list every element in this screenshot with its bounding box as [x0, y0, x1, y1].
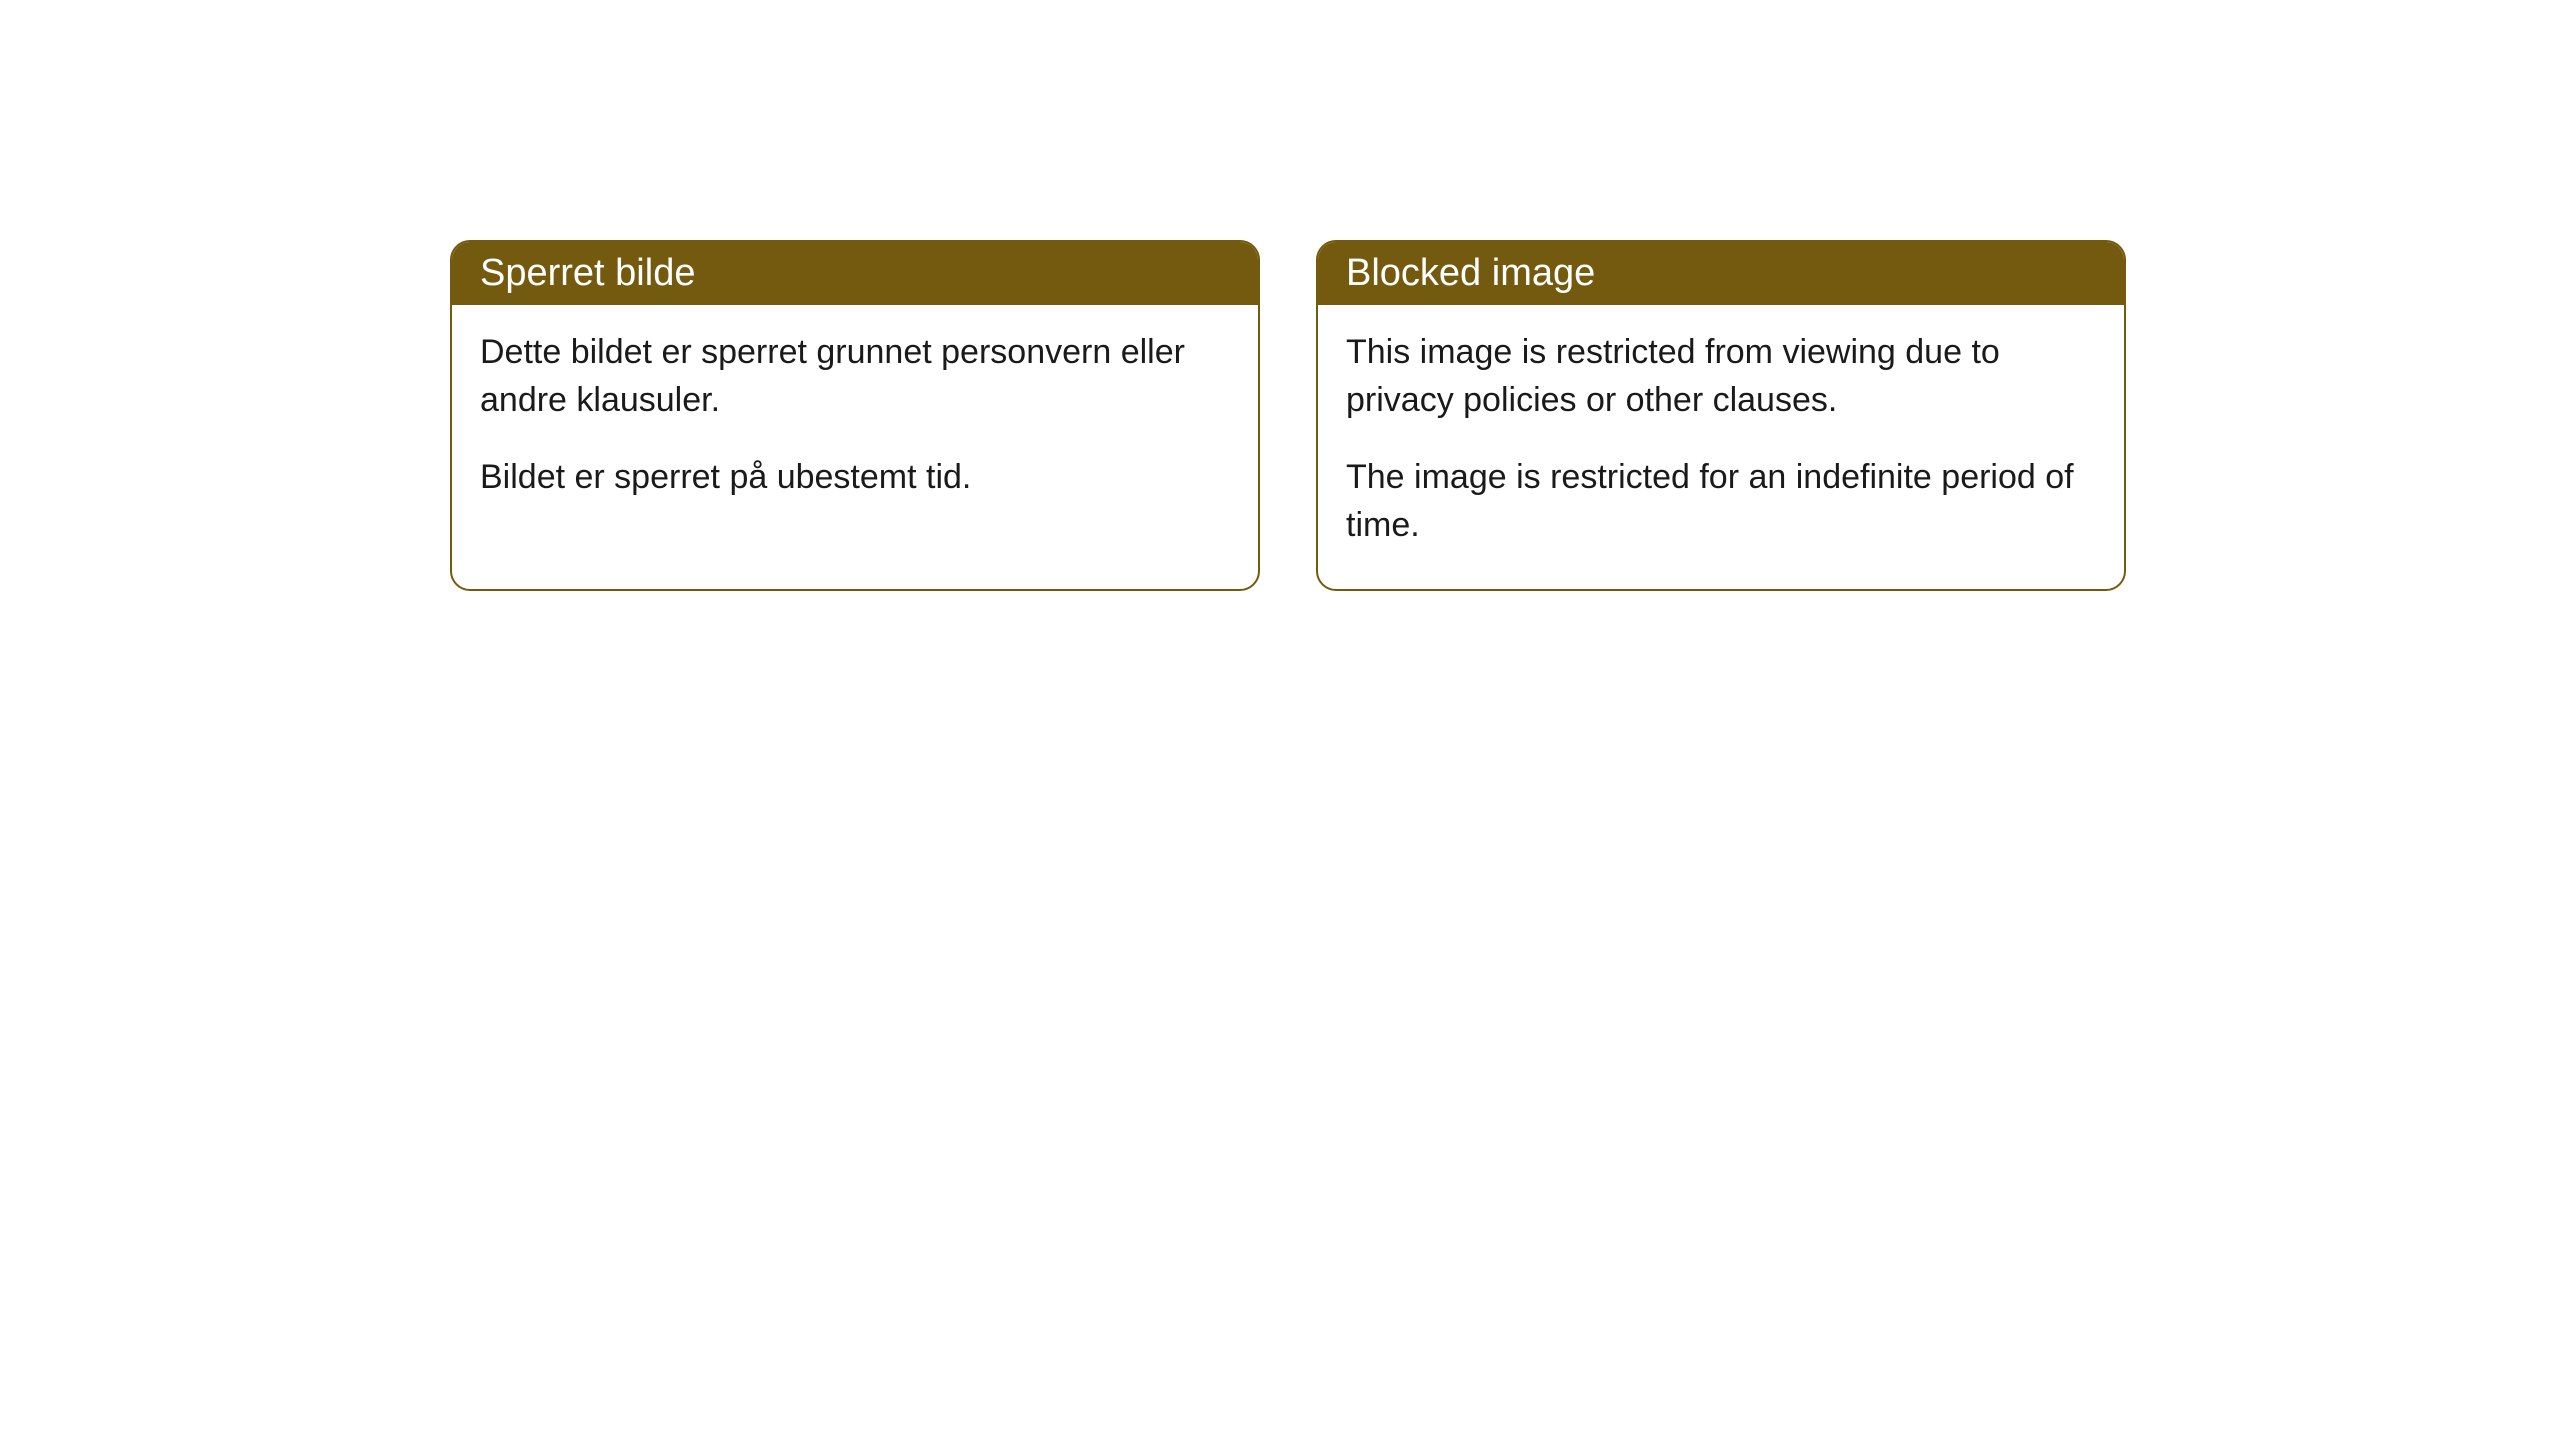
notice-paragraph-2-english: The image is restricted for an indefinit… [1346, 454, 2096, 549]
notice-paragraph-2-norwegian: Bildet er sperret på ubestemt tid. [480, 454, 1230, 502]
notice-body-english: This image is restricted from viewing du… [1318, 305, 2124, 589]
notice-container: Sperret bilde Dette bildet er sperret gr… [0, 0, 2560, 591]
notice-title-norwegian: Sperret bilde [480, 252, 695, 294]
notice-paragraph-1-english: This image is restricted from viewing du… [1346, 329, 2096, 424]
notice-header-english: Blocked image [1318, 242, 2124, 305]
notice-header-norwegian: Sperret bilde [452, 242, 1258, 305]
notice-title-english: Blocked image [1346, 252, 1595, 294]
notice-card-english: Blocked image This image is restricted f… [1316, 240, 2126, 591]
notice-card-norwegian: Sperret bilde Dette bildet er sperret gr… [450, 240, 1260, 591]
notice-paragraph-1-norwegian: Dette bildet er sperret grunnet personve… [480, 329, 1230, 424]
notice-body-norwegian: Dette bildet er sperret grunnet personve… [452, 305, 1258, 542]
